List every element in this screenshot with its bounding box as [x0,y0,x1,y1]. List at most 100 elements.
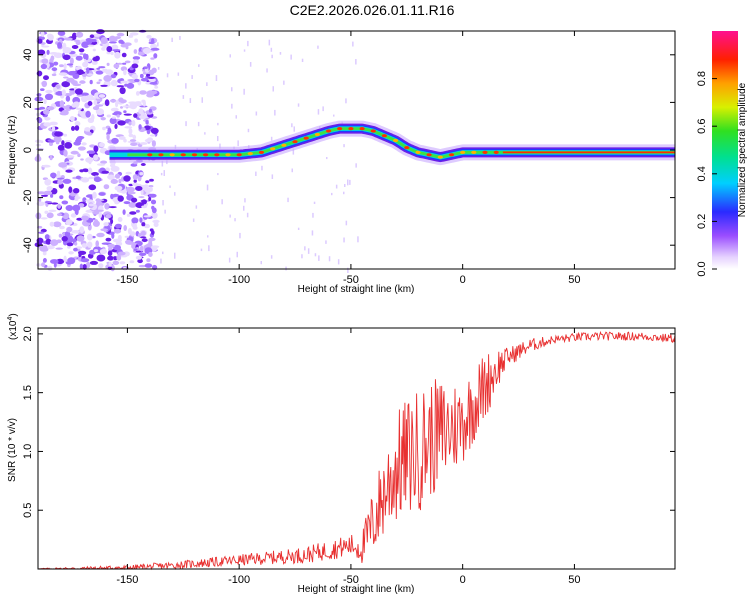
noise-speck [355,163,357,168]
noise-blob [86,233,93,241]
noise-blob [138,115,147,120]
noise-speck [243,205,245,211]
noise-speck [331,192,333,196]
noise-blob [135,209,140,213]
noise-blob [122,62,127,65]
y-tick-label: 2.0 [22,326,34,341]
noise-speck [236,251,238,258]
noise-blob [66,242,74,247]
noise-speck [243,88,245,95]
noise-blob [92,106,100,111]
noise-blob [61,81,70,88]
noise-blob [143,186,150,192]
noise-blob [59,195,64,200]
noise-blob [106,46,113,53]
noise-blob [98,66,106,69]
noise-blob [126,213,131,217]
noise-blob [61,140,65,146]
noise-blob [123,138,127,143]
noise-speck [197,121,200,127]
noise-speck [292,148,295,155]
noise-blob [91,172,99,176]
noise-speck [307,248,310,254]
noise-blob [113,63,120,69]
ridge-peak [314,132,320,137]
noise-blob [115,100,119,108]
noise-blob [51,202,59,205]
noise-blob [74,241,78,246]
noise-blob [96,67,101,70]
noise-blob [77,146,86,151]
noise-speck [301,58,304,62]
noise-speck [237,140,239,147]
noise-blob [62,178,72,184]
noise-blob [100,117,106,121]
noise-blob [124,235,129,238]
noise-blob [105,214,112,219]
noise-blob [91,114,95,121]
snr-y-label: SNR (10 * v/v) [7,418,18,482]
noise-blob [124,60,131,64]
noise-blob [72,83,82,87]
noise-blob [79,169,85,173]
ridge-peak [415,150,421,154]
noise-blob [128,105,135,109]
noise-blob [71,45,79,49]
noise-blob [111,44,119,51]
noise-blob [95,240,99,248]
noise-blob [110,99,117,103]
noise-speck [162,200,164,206]
noise-blob [50,193,54,198]
colorbar-tick-label: 0.8 [696,71,708,86]
noise-blob [44,117,51,121]
noise-blob [47,33,54,41]
noise-blob [118,136,126,140]
noise-blob [121,52,127,58]
noise-speck [291,168,293,173]
noise-blob [70,150,79,155]
noise-blob [84,127,91,132]
noise-blob [95,70,104,75]
noise-blob [131,119,136,127]
noise-speck [171,37,173,42]
colorbar-tick-label: 0.0 [696,261,708,276]
noise-speck [260,261,262,265]
noise-blob [99,248,107,255]
noise-blob [128,183,134,187]
noise-blob [120,80,129,84]
spectrogram-ridge [103,120,681,166]
noise-blob [67,257,76,265]
noise-blob [123,113,132,116]
noise-blob [110,107,119,112]
ridge-peak [381,134,387,138]
noise-blob [64,140,72,143]
ridge-peak [348,127,354,131]
noise-blob [105,237,112,242]
noise-speck [317,45,319,49]
noise-speck [279,52,282,55]
noise-blob [149,82,158,85]
colorbar-tick-label: 0.2 [696,214,708,229]
noise-blob [86,67,90,74]
noise-speck [270,136,273,141]
noise-speck [255,171,257,176]
noise-blob [110,218,114,225]
noise-blob [109,117,117,125]
noise-blob [65,155,75,158]
noise-blob [87,44,95,47]
noise-speck [347,179,349,186]
noise-blob [110,79,118,87]
noise-blob [145,120,149,125]
noise-blob [148,196,152,202]
noise-blob [40,228,47,233]
noise-blob [54,131,63,137]
ridge-peak [393,138,399,143]
noise-blob [75,31,84,38]
noise-blob [79,53,84,55]
noise-speck [345,98,347,104]
noise-blob [130,231,136,237]
noise-blob [73,101,80,107]
noise-blob [96,29,105,35]
noise-speck [207,235,209,238]
noise-speck [231,103,233,109]
